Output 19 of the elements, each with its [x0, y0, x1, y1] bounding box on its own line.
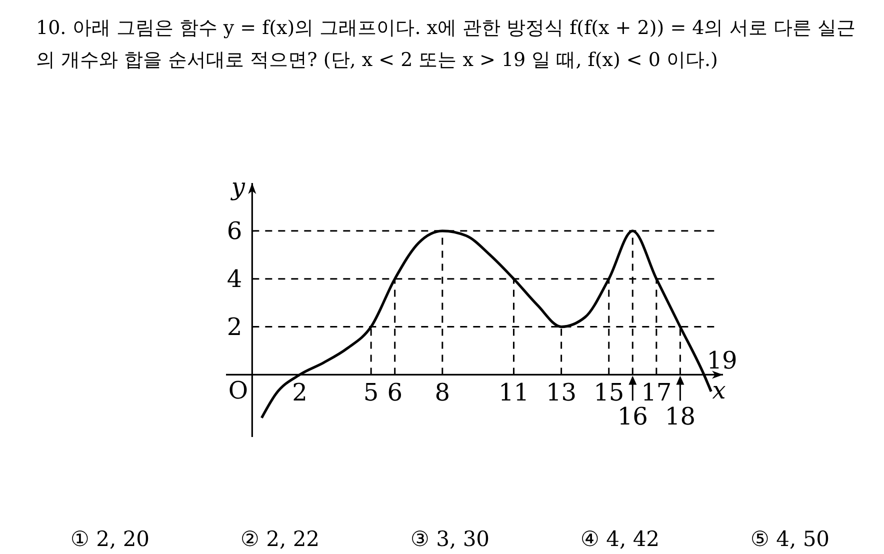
x-tick-label: 11 — [498, 378, 530, 407]
x-axis-title: x — [712, 376, 726, 405]
x-tick-label: 6 — [387, 378, 402, 407]
x-tick-label: 8 — [434, 378, 450, 407]
y-tick-label: 2 — [226, 312, 242, 341]
text: ④ 4, 42 — [580, 527, 660, 551]
x-tick-label: 5 — [363, 378, 379, 407]
annotation: 19 — [706, 346, 738, 375]
y-tick-label: 6 — [226, 216, 242, 245]
y-tick-label: 4 — [226, 264, 242, 293]
chart-title: 10. 아래 그림은 함수 y = f(x)의 그래프이다. x에 관한 방정식 f(f(x + 2)) = 4의 서로 다른 실근의 개수와 합을 순서대로 적으면? (단, x < 2 또는 x > 19 일 때, f(x) < 0 이다.) — [36, 16, 856, 73]
x-tick-label: 13 — [546, 378, 577, 407]
x-tick-label: 2 — [292, 378, 308, 407]
y-axis-title: y — [230, 173, 246, 201]
annotation: O — [228, 376, 248, 405]
text: ③ 3, 30 — [410, 527, 490, 551]
text: ⑤ 4, 50 — [750, 527, 830, 551]
text: ② 2, 22 — [240, 527, 320, 551]
text: ① 2, 20 — [70, 527, 150, 551]
